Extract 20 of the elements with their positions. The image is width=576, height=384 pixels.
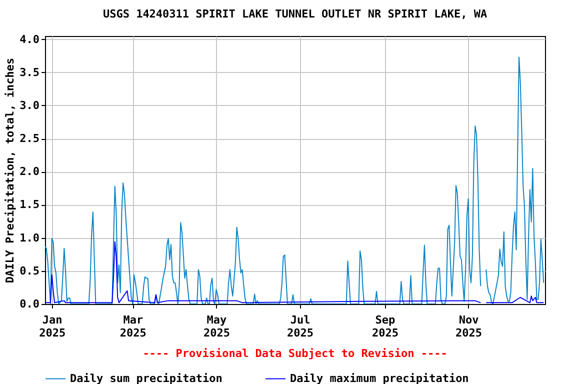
y-tick-label: 4.0: [20, 32, 40, 46]
x-tick-label: Jan 2025: [39, 314, 66, 340]
x-tick-label: Jul 2025: [287, 314, 314, 340]
x-tick-label: Mar 2025: [120, 314, 146, 340]
legend-label: Daily sum precipitation: [70, 372, 222, 384]
chart-title: USGS 14240311 SPIRIT LAKE TUNNEL OUTLET NR SPIRIT LAKE, WA: [102, 7, 488, 20]
y-tick-label: 1.5: [20, 198, 40, 212]
text: ---- Provisional Data Subject to Revision ----: [142, 347, 448, 360]
y-tick-label: 2.5: [20, 132, 40, 146]
x-tick-label: Sep 2025: [372, 314, 398, 340]
y-tick-label: 3.0: [20, 98, 40, 112]
y-tick-label: 0.0: [20, 298, 40, 310]
y-axis-title: DAILY Precipitation, total, inches: [4, 58, 17, 284]
x-tick-label: May 2025: [203, 314, 230, 340]
legend-label: Daily maximum precipitation: [290, 372, 469, 384]
y-tick-label: 0.5: [20, 264, 40, 278]
y-tick-label: 2.0: [20, 165, 40, 178]
y-tick-label: 1.0: [20, 231, 40, 244]
x-tick-label: Nov 2025: [456, 314, 482, 340]
y-tick-label: 3.5: [20, 66, 40, 79]
